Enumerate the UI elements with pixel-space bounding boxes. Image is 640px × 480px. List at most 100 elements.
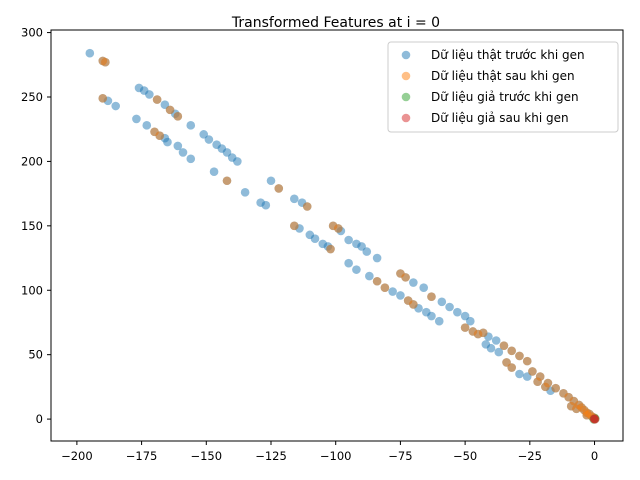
data-point	[396, 291, 405, 300]
x-tick-label: −75	[388, 449, 412, 463]
data-point	[465, 316, 475, 326]
data-point	[222, 176, 232, 186]
data-point	[445, 302, 454, 312]
data-point	[274, 184, 284, 193]
y-tick-label: 150	[21, 219, 43, 233]
y-tick-label: 0	[36, 412, 43, 426]
data-point	[204, 135, 214, 144]
data-point	[302, 202, 312, 211]
legend-marker	[401, 50, 411, 60]
legend-label: Dữ liệu thật trước khi gen	[431, 48, 585, 62]
x-tick-label: 0	[591, 449, 598, 463]
data-point	[453, 307, 462, 317]
data-point	[528, 367, 537, 376]
data-point	[209, 167, 219, 177]
data-point	[333, 224, 343, 233]
data-point	[155, 131, 165, 140]
data-point	[372, 253, 382, 263]
data-point	[401, 273, 410, 282]
x-tick-label: −150	[190, 449, 222, 463]
data-point	[142, 121, 152, 130]
data-point	[437, 297, 447, 307]
data-point	[427, 311, 436, 321]
data-point	[522, 356, 532, 366]
y-axis: 0 50 100 150 200 250 300	[21, 26, 51, 426]
data-point	[326, 244, 335, 254]
data-point	[289, 221, 299, 231]
legend: Dữ liệu thật trước khi gen Dữ liệu thật s…	[387, 41, 619, 133]
data-point	[310, 234, 320, 244]
data-point	[173, 112, 183, 121]
y-tick-label: 200	[21, 154, 43, 168]
data-point	[111, 101, 121, 111]
x-tick-label: −50	[453, 449, 477, 463]
data-point	[551, 383, 561, 393]
data-point	[344, 258, 353, 268]
data-point	[352, 265, 361, 274]
data-point	[365, 271, 374, 281]
data-point	[261, 200, 271, 210]
x-tick-label: −100	[320, 449, 352, 463]
data-point	[186, 121, 196, 130]
data-point	[388, 287, 397, 296]
data-point	[434, 316, 444, 326]
data-point	[499, 341, 509, 350]
data-point	[240, 188, 250, 197]
x-tick-label: −200	[61, 449, 93, 463]
data-point	[178, 148, 188, 157]
x-axis: −200 −175 −150 −125 −100 −75 −50 −25 0	[61, 441, 598, 463]
data-point	[145, 90, 154, 99]
y-tick-label: 300	[21, 26, 43, 40]
data-point	[478, 328, 488, 338]
data-point	[380, 283, 390, 292]
data-point	[289, 194, 299, 204]
data-point	[165, 105, 175, 115]
axes-frame	[50, 29, 624, 442]
chart-title: Transformed Features at i = 0	[231, 15, 440, 31]
x-tick-label: −125	[255, 449, 287, 463]
data-point	[460, 323, 470, 332]
data-point	[589, 414, 599, 424]
data-point	[427, 292, 436, 301]
legend-marker	[401, 71, 411, 81]
x-tick-label: −175	[126, 449, 158, 463]
data-point	[409, 300, 418, 309]
data-point	[233, 157, 242, 166]
data-point	[362, 247, 372, 256]
data-point	[494, 347, 504, 357]
data-point	[372, 276, 382, 286]
data-point	[344, 235, 353, 245]
data-point	[572, 404, 581, 414]
data-point	[507, 346, 517, 356]
legend-marker	[401, 92, 411, 102]
legend-marker	[401, 113, 411, 123]
data-point	[491, 336, 501, 345]
data-point	[535, 372, 545, 381]
data-point	[543, 378, 553, 388]
data-point	[515, 351, 524, 361]
legend-label: Dữ liệu thật sau khi gen	[431, 69, 575, 83]
data-point	[152, 95, 162, 104]
legend-label: Dữ liệu giả sau khi gen	[431, 111, 569, 125]
data-point	[98, 93, 108, 103]
data-point	[266, 176, 276, 186]
legend-label: Dữ liệu giả trước khi gen	[431, 90, 579, 104]
series-3	[589, 414, 600, 424]
y-tick-label: 50	[28, 348, 43, 362]
data-point	[582, 410, 592, 420]
data-point	[163, 137, 172, 147]
legend-box	[387, 41, 619, 133]
data-point	[507, 363, 517, 372]
data-point	[486, 343, 496, 353]
plot-area	[85, 48, 600, 424]
y-tick-label: 100	[21, 283, 43, 297]
y-tick-label: 250	[21, 90, 43, 104]
data-point	[173, 141, 183, 151]
data-point	[85, 48, 95, 58]
data-point	[419, 283, 429, 292]
data-point	[515, 369, 524, 379]
data-point	[186, 154, 196, 164]
data-point	[132, 114, 141, 124]
x-tick-label: −25	[518, 449, 542, 463]
